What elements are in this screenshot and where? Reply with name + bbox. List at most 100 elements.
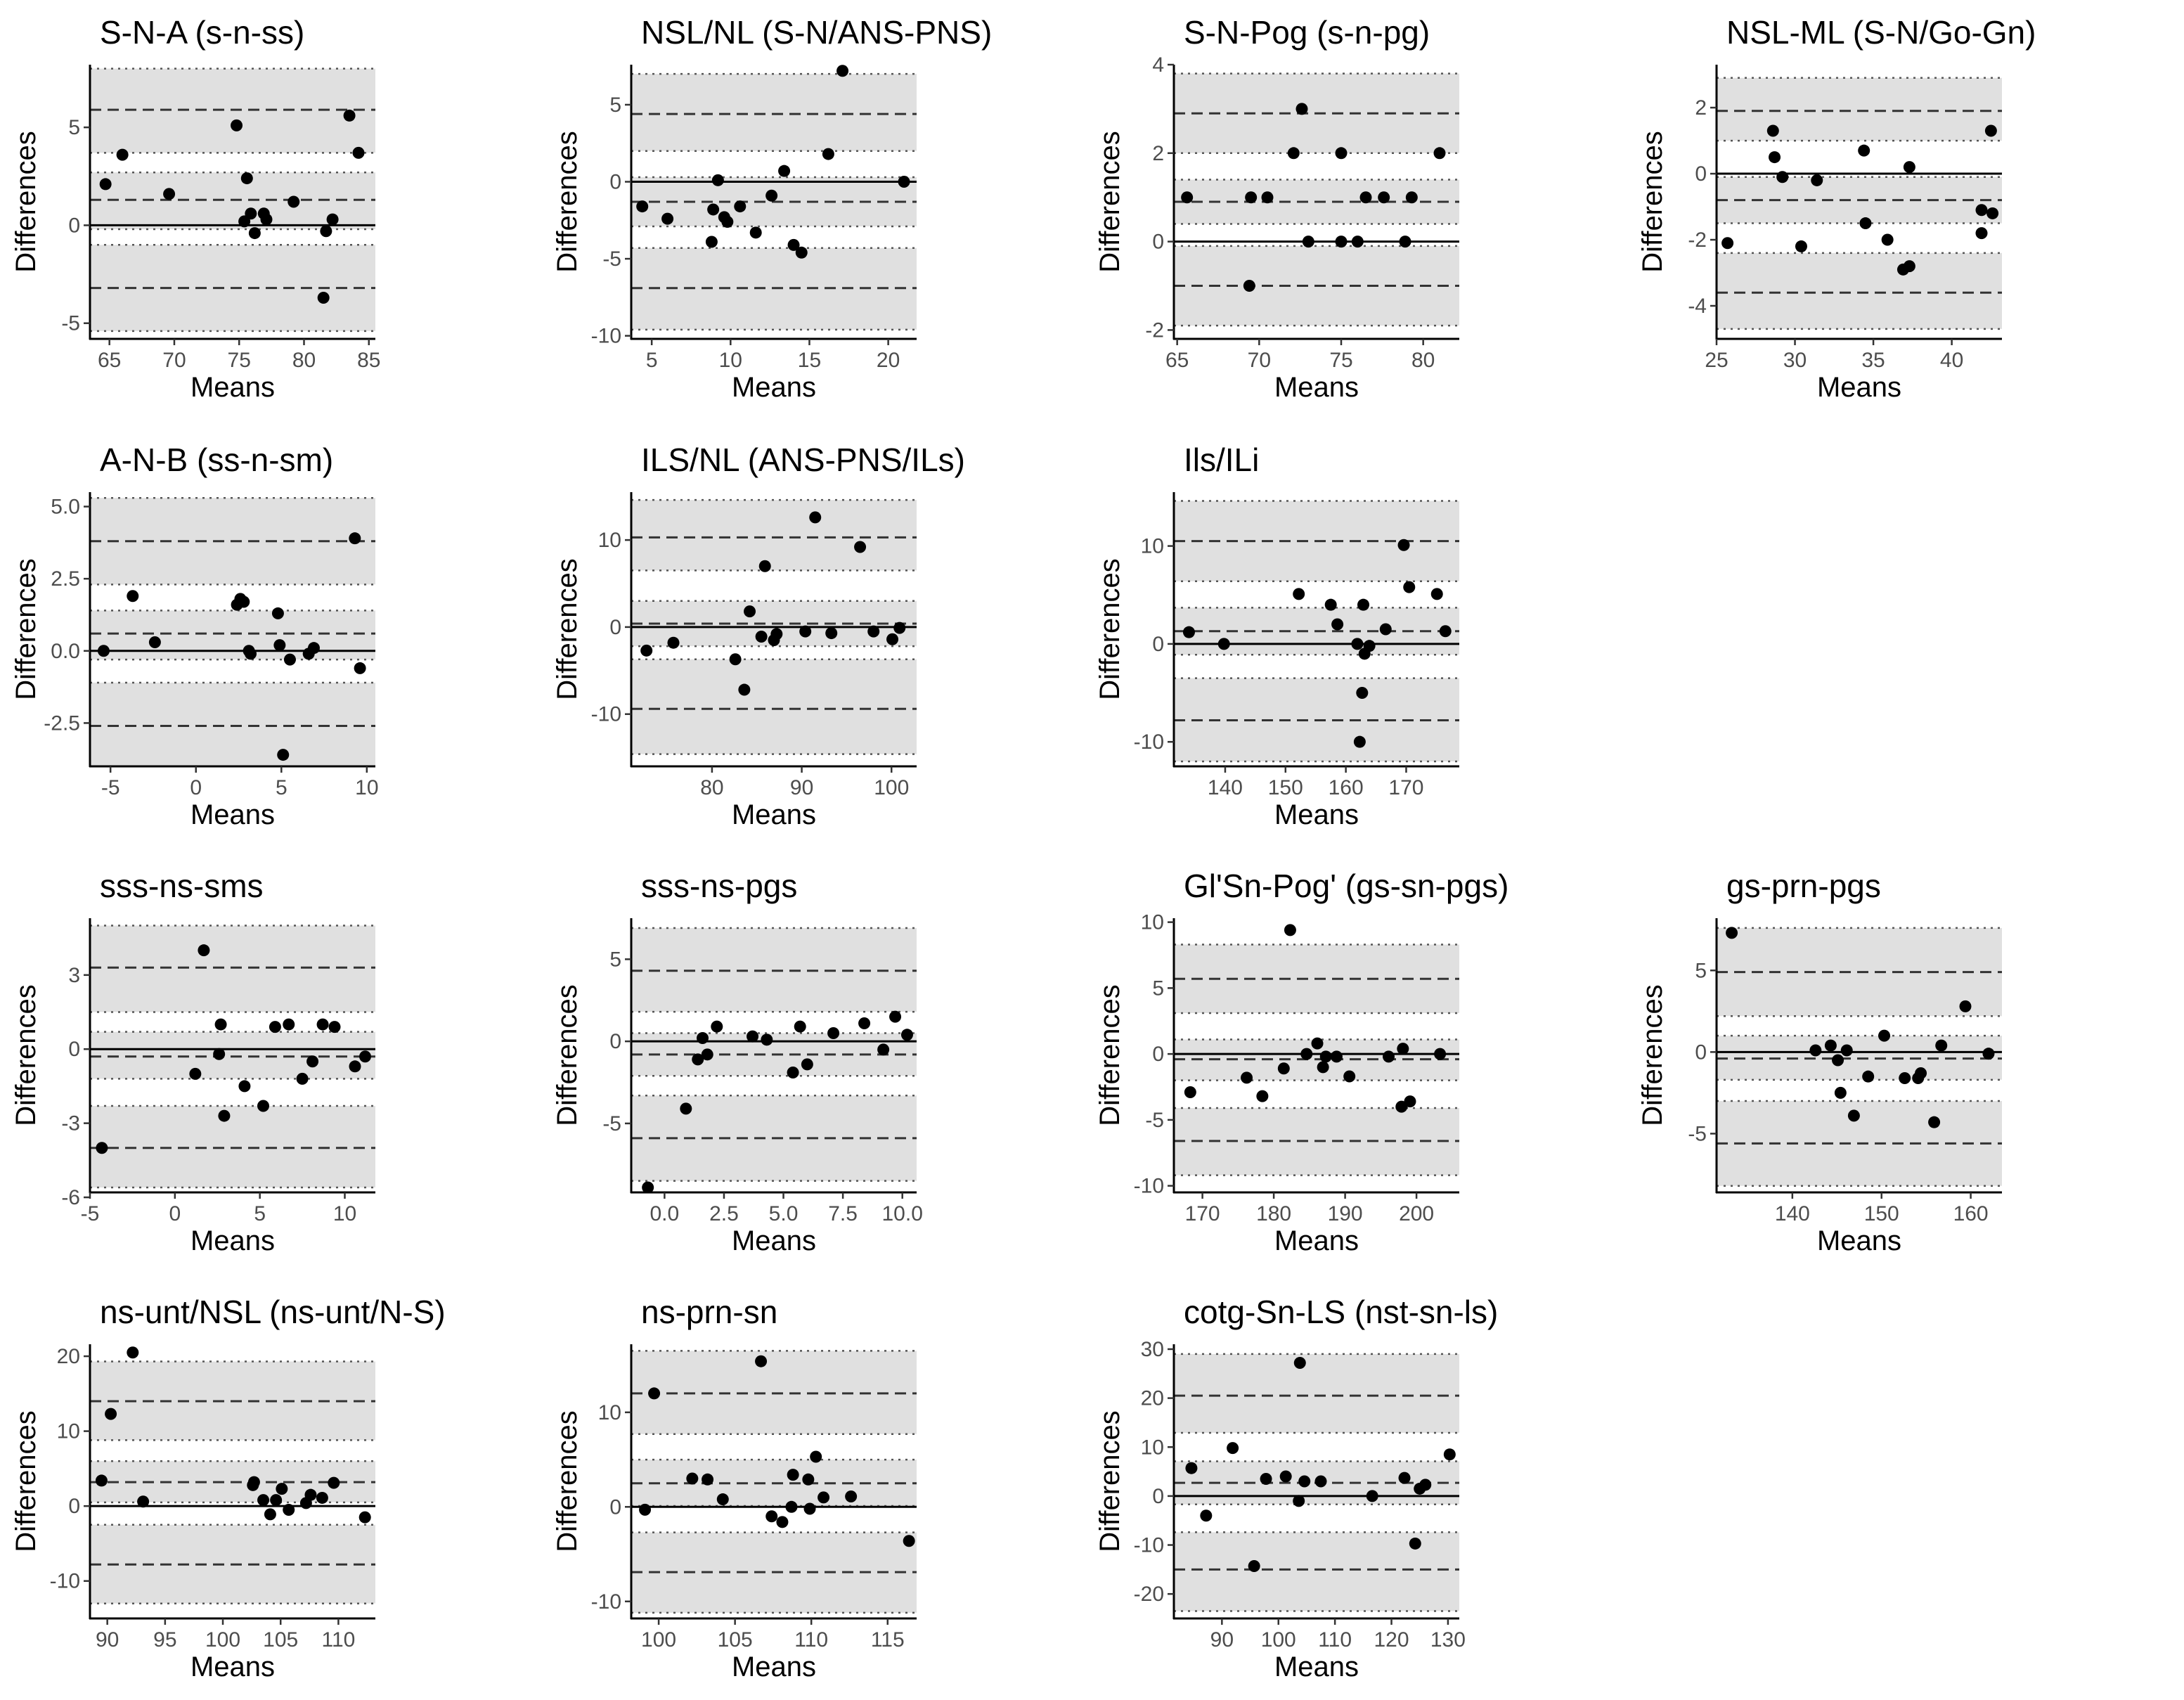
data-point: [1287, 147, 1300, 160]
data-point: [238, 595, 250, 608]
data-point: [1430, 588, 1443, 600]
data-point: [701, 1048, 713, 1061]
y-tick-label: 5.0: [51, 496, 80, 519]
data-point: [795, 246, 808, 259]
data-point: [1311, 1037, 1324, 1050]
y-axis-title: Differences: [552, 558, 583, 700]
data-point: [1248, 1559, 1260, 1572]
data-point: [1935, 1039, 1948, 1052]
data-point: [900, 1029, 913, 1041]
y-axis-title: Differences: [11, 984, 41, 1126]
data-point: [1298, 1475, 1311, 1488]
data-point: [116, 148, 129, 161]
x-tick-label: 10.0: [882, 1202, 923, 1225]
data-point: [1260, 1473, 1272, 1486]
data-point: [213, 1048, 226, 1060]
data-point: [296, 1072, 309, 1085]
data-point: [755, 631, 768, 643]
data-point: [1982, 1048, 1995, 1060]
data-point: [1395, 1100, 1408, 1113]
x-tick-label: 15: [798, 349, 821, 372]
data-point: [711, 1020, 723, 1033]
data-point: [1366, 1490, 1378, 1502]
data-point: [1317, 1061, 1329, 1074]
data-point: [1293, 1495, 1305, 1507]
data-point: [269, 1021, 281, 1033]
data-point: [1721, 237, 1734, 250]
x-tick-label: 10: [355, 776, 378, 799]
data-point: [1403, 581, 1416, 593]
y-tick-label: -10: [591, 1590, 621, 1614]
data-point: [359, 1050, 371, 1063]
data-point: [1293, 1356, 1306, 1369]
data-point: [1335, 147, 1348, 160]
x-tick-label: 115: [871, 1628, 905, 1651]
y-tick-label: -20: [1134, 1583, 1164, 1606]
y-tick-label: -3: [61, 1112, 80, 1135]
x-axis-title: Means: [190, 799, 275, 830]
data-point: [825, 627, 838, 640]
chart-title: ns-unt/NSL (ns-unt/N-S): [100, 1294, 446, 1330]
data-point: [1378, 191, 1390, 204]
chart-title: ILS/NL (ANS-PNS/ILs): [641, 442, 965, 478]
y-tick-label: 2: [1152, 142, 1164, 165]
data-point: [1182, 626, 1195, 638]
data-point: [640, 644, 653, 657]
data-point: [799, 625, 812, 638]
data-point: [1243, 280, 1255, 292]
data-point: [747, 1030, 759, 1043]
data-point: [761, 1033, 773, 1046]
data-point: [648, 1387, 661, 1400]
chart-panel-2: 5 10 15 20 -10 -5 0 5 NSL/NL (S-N/ANS-PNS) Means D…: [552, 14, 992, 403]
y-tick-label: 10: [57, 1420, 80, 1443]
y-tick-label: 30: [1141, 1338, 1164, 1361]
data-point: [1975, 204, 1988, 217]
x-tick-label: 105: [263, 1628, 298, 1651]
y-tick-label: 10: [1141, 535, 1164, 558]
x-tick-label: 0.0: [650, 1202, 680, 1225]
y-tick-label: -5: [602, 1112, 621, 1135]
data-point: [636, 200, 649, 213]
data-point: [326, 213, 339, 226]
data-point: [765, 189, 778, 202]
data-point: [1405, 191, 1418, 204]
data-point: [1915, 1067, 1927, 1080]
upper-ci-band: [631, 74, 917, 151]
chart-panel-5: -5 0 5 10 -2.5 0.0 2.5 5.0 A-N-B (ss-n-sm) Means D…: [11, 442, 379, 830]
x-tick-label: 170: [1388, 776, 1423, 799]
y-tick-label: -5: [61, 312, 80, 335]
y-tick-label: 2: [1695, 96, 1707, 120]
data-point: [1363, 640, 1376, 652]
lower-ci-band: [631, 659, 917, 754]
x-tick-label: 5: [646, 349, 658, 372]
data-point: [697, 1031, 709, 1044]
x-axis-title: Means: [732, 1651, 816, 1682]
x-tick-label: 65: [98, 349, 121, 372]
data-point: [218, 1109, 231, 1122]
y-tick-label: 0: [68, 1038, 80, 1061]
data-point: [744, 605, 756, 618]
data-point: [1184, 1086, 1196, 1098]
data-point: [810, 1450, 822, 1463]
data-point: [787, 1067, 799, 1079]
y-tick-label: 0: [1695, 1041, 1707, 1064]
x-tick-label: 70: [162, 349, 186, 372]
y-tick-label: -2.5: [44, 711, 80, 735]
y-axis-title: Differences: [1637, 131, 1668, 273]
data-point: [755, 1355, 768, 1367]
x-tick-label: 160: [1953, 1202, 1989, 1225]
x-axis-title: Means: [1274, 799, 1359, 830]
y-axis-title: Differences: [1094, 131, 1125, 273]
data-point: [127, 590, 139, 603]
y-tick-label: 5: [1695, 959, 1707, 982]
y-tick-label: 20: [1141, 1387, 1164, 1410]
data-point: [1439, 625, 1452, 638]
y-tick-label: -5: [1688, 1122, 1707, 1145]
y-tick-label: 0.0: [51, 640, 80, 663]
data-point: [1324, 598, 1337, 611]
data-point: [349, 532, 361, 545]
chart-panel-13: 100 105 110 115 -10 0 10 ns-prn-sn Means Differen…: [552, 1294, 917, 1682]
x-tick-label: 100: [1261, 1628, 1296, 1651]
data-point: [320, 225, 332, 238]
chart-title: NSL-ML (S-N/Go-Gn): [1726, 14, 2036, 51]
